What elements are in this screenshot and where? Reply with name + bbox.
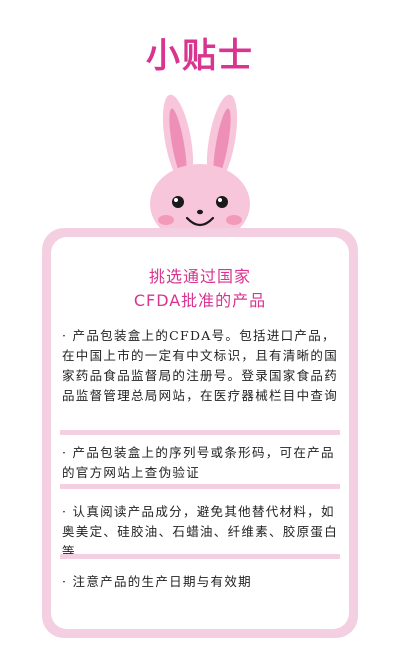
- divider: [60, 430, 340, 435]
- divider: [60, 554, 340, 559]
- tip-item: · 注意产品的生产日期与有效期: [62, 574, 252, 589]
- bunny-cheek-right: [226, 215, 242, 225]
- bunny-head: [150, 164, 250, 244]
- bunny-eyes: [172, 196, 228, 208]
- divider: [60, 484, 340, 489]
- tip-item: · 产品包装盒上的序列号或条形码，可在产品的官方网站上查伪验证: [62, 445, 335, 480]
- bunny-nose: [197, 209, 203, 215]
- card-heading-line-1: 挑选通过国家: [148, 267, 251, 286]
- card-heading-line-2: CFDA批准的产品: [133, 291, 267, 310]
- tip-item: · 产品包装盒上的CFDA号。包括进口产品，在中国上市的一定有中文标识，且有清晰…: [62, 328, 339, 403]
- page-title: 小贴士: [146, 36, 254, 76]
- bunny-cheek-left: [158, 215, 174, 225]
- bunny-ears: [162, 94, 238, 186]
- tip-item: · 认真阅读产品成分，避免其他替代材料，如奥美定、硅胶油、石蜡油、纤维素、胶原蛋…: [62, 504, 339, 559]
- bunny-mouth: [185, 216, 215, 227]
- bunny-mascot-icon: [150, 94, 250, 244]
